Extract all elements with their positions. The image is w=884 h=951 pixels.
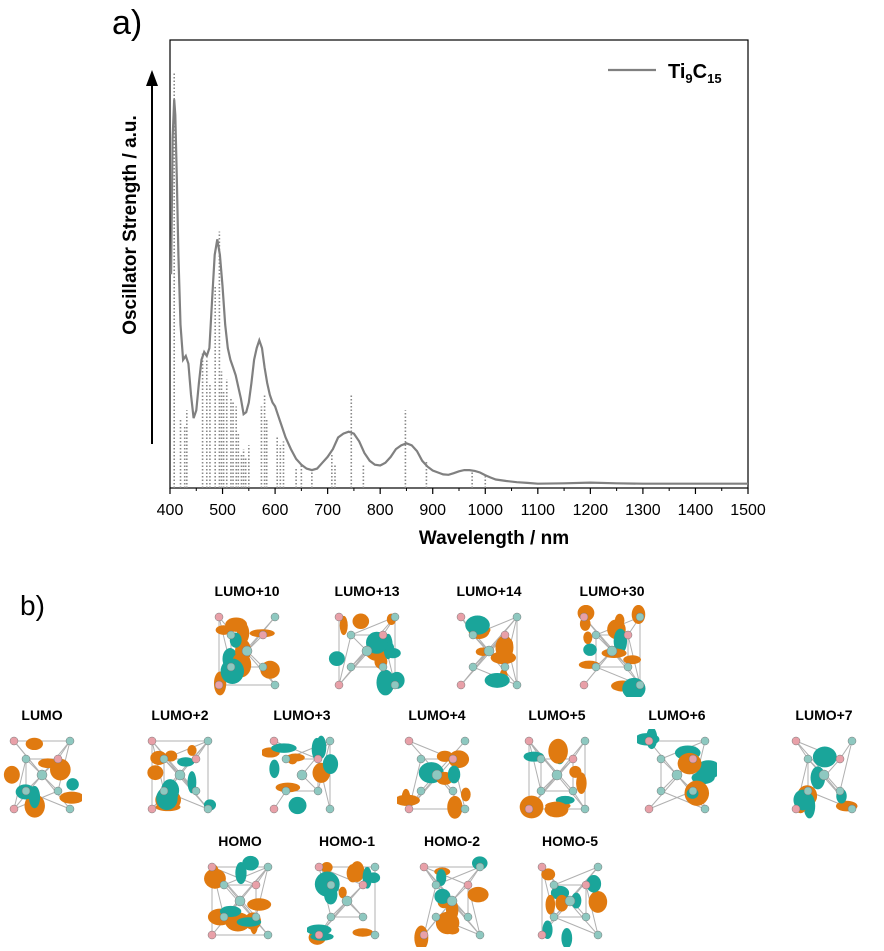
x-tick-label: 800 [367,502,394,519]
orbital-label: HOMO-1 [319,833,375,849]
orbital-label: LUMO+3 [273,707,331,723]
y-axis-arrow-head [146,70,158,86]
x-tick-label: 1300 [625,502,661,519]
orbital-lumo: LUMO [0,707,84,821]
orbital-label: LUMO+7 [795,707,853,723]
orbital-lumoplus6: LUMO+6 [635,707,719,821]
orbital-isosurface-image [397,736,471,819]
x-axis-label: Wavelength / nm [419,528,569,549]
orbital-isosurface-image [637,729,717,814]
x-tick-label: 1000 [467,502,503,519]
orbital-lumoplus4: LUMO+4 [395,707,479,821]
orbital-isosurface-image [204,855,273,940]
orbital-isosurface-image [414,856,489,947]
x-tick-label: 500 [209,502,236,519]
orbital-label: LUMO+4 [408,707,466,723]
plot-frame [169,39,749,489]
orbital-isosurface-image [537,862,608,947]
orbital-isosurface-image [147,736,217,814]
legend-label: Ti9C15 [668,61,722,86]
x-tick-label: 700 [314,502,341,519]
orbital-isosurface-image [328,612,405,696]
orbital-lumoplus10: LUMO+10 [205,583,289,697]
orbital-homo: HOMO [198,833,282,947]
panel-a-label: a) [112,4,143,42]
orbital-isosurface-image [791,736,858,819]
x-tick-label: 1100 [521,502,556,519]
orbital-label: HOMO-2 [424,833,480,849]
absorption-chart: 400 500 600 700 800 900 1000 1100 1200 1300 1400 15… [120,39,766,549]
orbital-isosurface-image [3,736,82,818]
orbital-lumoplus5: LUMO+5 [515,707,599,821]
orbital-lumoplus3: LUMO+3 [260,707,344,821]
orbital-label: LUMO+2 [151,707,209,723]
orbital-isosurface-image [456,612,522,690]
orbital-isosurface-image [577,605,646,697]
orbital-lumoplus2: LUMO+2 [138,707,222,821]
orbital-lumoplus14: LUMO+14 [447,583,531,697]
orbital-isosurface-image [213,612,280,696]
orbital-homominus2: HOMO-2 [410,833,494,947]
orbital-homominus5: HOMO-5 [528,833,612,947]
orbital-label: LUMO+10 [214,583,280,599]
orbital-homominus1: HOMO-1 [305,833,389,947]
orbital-label: LUMO [21,707,63,723]
orbital-label: HOMO-5 [542,833,598,849]
orbital-label: LUMO+14 [456,583,522,599]
orbital-label: LUMO+6 [648,707,706,723]
orbital-label: LUMO+13 [334,583,400,599]
orbital-isosurface-image [519,736,590,819]
orbital-isosurface-image [307,861,381,945]
orbital-label: LUMO+5 [528,707,586,723]
orbital-lumoplus30: LUMO+30 [570,583,654,697]
x-tick-label: 1500 [730,502,766,519]
y-axis-label: Oscillator Strength / a.u. [120,115,141,335]
series-line [170,99,748,485]
orbital-lumoplus13: LUMO+13 [325,583,409,697]
orbital-label: LUMO+30 [579,583,645,599]
orbital-isosurface-image [262,735,339,815]
x-tick-label: 1200 [573,502,609,519]
x-tick-label: 900 [419,502,446,519]
orbital-label: HOMO [218,833,262,849]
x-tick-label: 600 [262,502,289,519]
orbital-panel: LUMO+10 LUMO+13 LUMO+14 LUMO+30 LUMO LUMO+2 LU… [0,575,884,951]
orbital-lumoplus7: LUMO+7 [782,707,866,821]
x-tick-label: 1400 [678,502,714,519]
panel-b-label: b) [20,590,45,621]
x-tick-label: 400 [157,502,184,519]
